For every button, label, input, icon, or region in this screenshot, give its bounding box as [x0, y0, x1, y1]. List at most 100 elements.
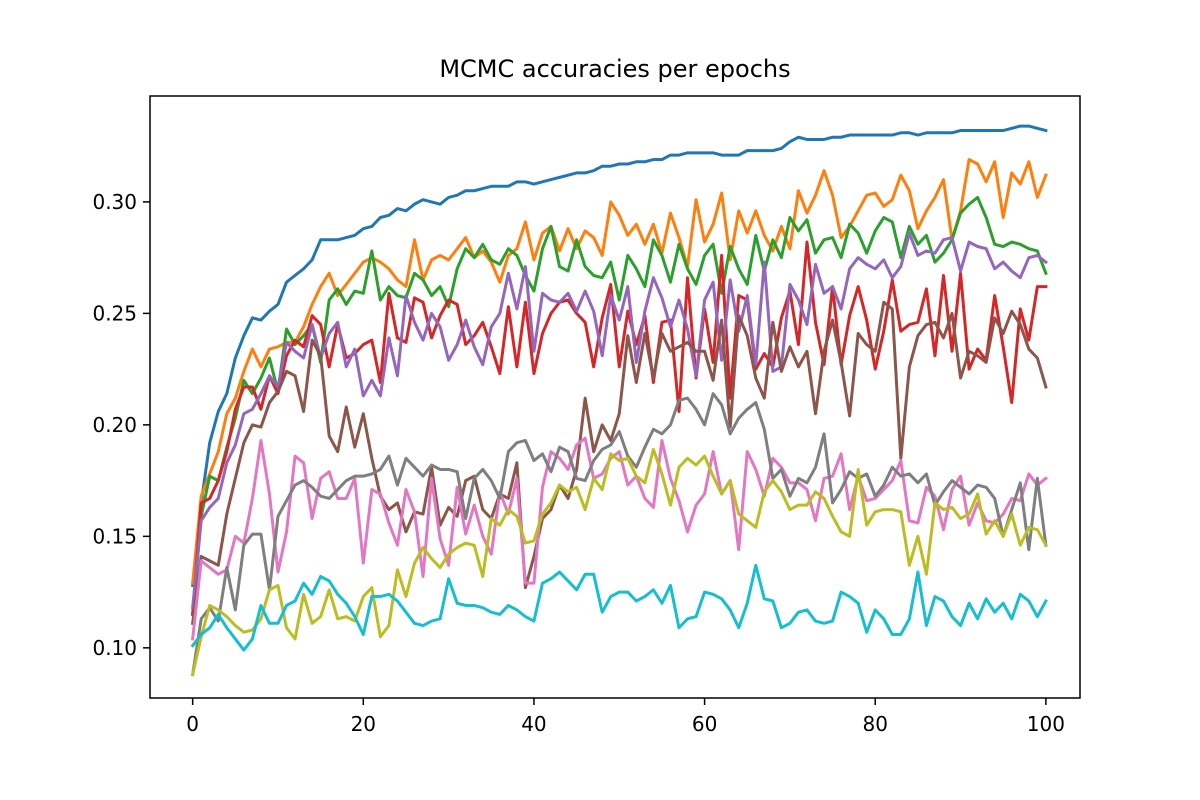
series-8 — [190, 447, 1048, 677]
series-8-point — [1027, 526, 1031, 529]
series-3-point — [455, 303, 459, 306]
series-5-point — [874, 350, 877, 353]
series-0-point — [984, 129, 988, 132]
series-4-point — [498, 312, 502, 315]
series-0-point — [882, 133, 885, 137]
series-2-point — [447, 305, 450, 308]
series-1-point — [234, 396, 237, 400]
series-5-point — [669, 350, 672, 353]
series-0-point — [916, 133, 920, 137]
series-6-point — [234, 535, 237, 538]
series-3-point — [234, 408, 237, 411]
series-9-point — [473, 604, 476, 607]
series-2-point — [984, 216, 988, 219]
series-1-point — [532, 258, 536, 262]
series-4-point — [259, 392, 263, 395]
series-2-point — [728, 245, 732, 248]
series-6-point — [379, 492, 382, 496]
series-7-point — [345, 479, 348, 482]
series-9-point — [882, 617, 885, 621]
series-6-point — [1010, 497, 1013, 500]
series-0-point — [455, 194, 459, 197]
series-6-point — [396, 544, 399, 547]
series-9-point — [1010, 617, 1013, 621]
series-9-point — [558, 570, 561, 574]
series-2-point — [353, 289, 356, 293]
series-2-point — [942, 251, 945, 255]
series-6-point — [1019, 499, 1022, 502]
series-7-point — [404, 457, 408, 460]
series-7-point — [276, 515, 280, 518]
series-3-point — [225, 450, 228, 453]
series-5-point — [746, 334, 749, 337]
series-6-point — [643, 497, 647, 500]
series-1-point — [447, 258, 450, 262]
series-3-point — [259, 408, 263, 411]
series-8-point — [583, 508, 587, 511]
series-6-point — [191, 637, 194, 641]
series-7-point — [575, 477, 578, 480]
series-1-point — [541, 231, 544, 235]
series-2-point — [251, 392, 254, 395]
series-3-point — [626, 309, 629, 313]
series-6-point — [566, 468, 570, 471]
series-6-point — [618, 450, 621, 453]
series-3-point — [199, 501, 203, 505]
series-4-point — [583, 289, 587, 293]
series-8-point — [208, 604, 211, 607]
series-6-point — [293, 454, 297, 458]
series-8-point — [643, 481, 647, 485]
series-6-point — [438, 537, 442, 540]
series-2-point — [1036, 249, 1039, 253]
series-2-point — [498, 263, 502, 266]
series-0-point — [677, 153, 681, 157]
series-3-point — [507, 305, 510, 308]
series-1-point — [387, 267, 391, 270]
series-1-point — [396, 278, 399, 282]
series-0-point — [473, 189, 476, 192]
series-0-point — [208, 441, 211, 444]
series-9-point — [234, 637, 237, 641]
y-tick-label: 0.10 — [92, 636, 137, 660]
series-4-point — [976, 245, 979, 248]
series-0-point — [387, 214, 391, 217]
series-0-point — [1019, 124, 1022, 128]
series-1-point — [797, 189, 800, 192]
series-9-point — [396, 599, 399, 603]
series-1-point — [728, 258, 732, 262]
series-5-point — [609, 439, 612, 442]
series-5-point — [575, 468, 578, 471]
series-5-point — [515, 461, 519, 464]
series-4-point — [293, 350, 297, 353]
series-6-point — [874, 497, 877, 500]
series-6-point — [549, 450, 553, 453]
series-5-point — [285, 370, 288, 373]
series-5-point — [293, 374, 297, 378]
series-8-point — [618, 459, 621, 462]
series-9-point — [609, 595, 612, 598]
series-9-point — [421, 624, 425, 627]
series-3-point — [720, 254, 723, 257]
series-5-point — [814, 412, 817, 415]
series-2-point — [618, 298, 621, 302]
series-3-point — [950, 350, 954, 353]
series-4-point — [899, 265, 903, 268]
series-5-point — [396, 501, 399, 505]
series-3-point — [575, 312, 578, 315]
series-7-point — [660, 432, 664, 435]
series-6-point — [899, 459, 903, 462]
series-6-point — [490, 552, 493, 556]
series-6-point — [771, 457, 775, 460]
series-9-point — [592, 573, 595, 576]
series-9-point — [490, 610, 493, 614]
series-9-point — [797, 610, 800, 614]
series-3-point — [677, 410, 681, 413]
series-7-point — [976, 483, 979, 487]
chart-title: MCMC accuracies per epochs — [439, 55, 790, 83]
series-0-point — [728, 153, 732, 157]
series-8-point — [259, 617, 263, 621]
series-7-point — [259, 532, 263, 536]
series-4-point — [669, 325, 672, 328]
series-2-point — [831, 236, 834, 239]
